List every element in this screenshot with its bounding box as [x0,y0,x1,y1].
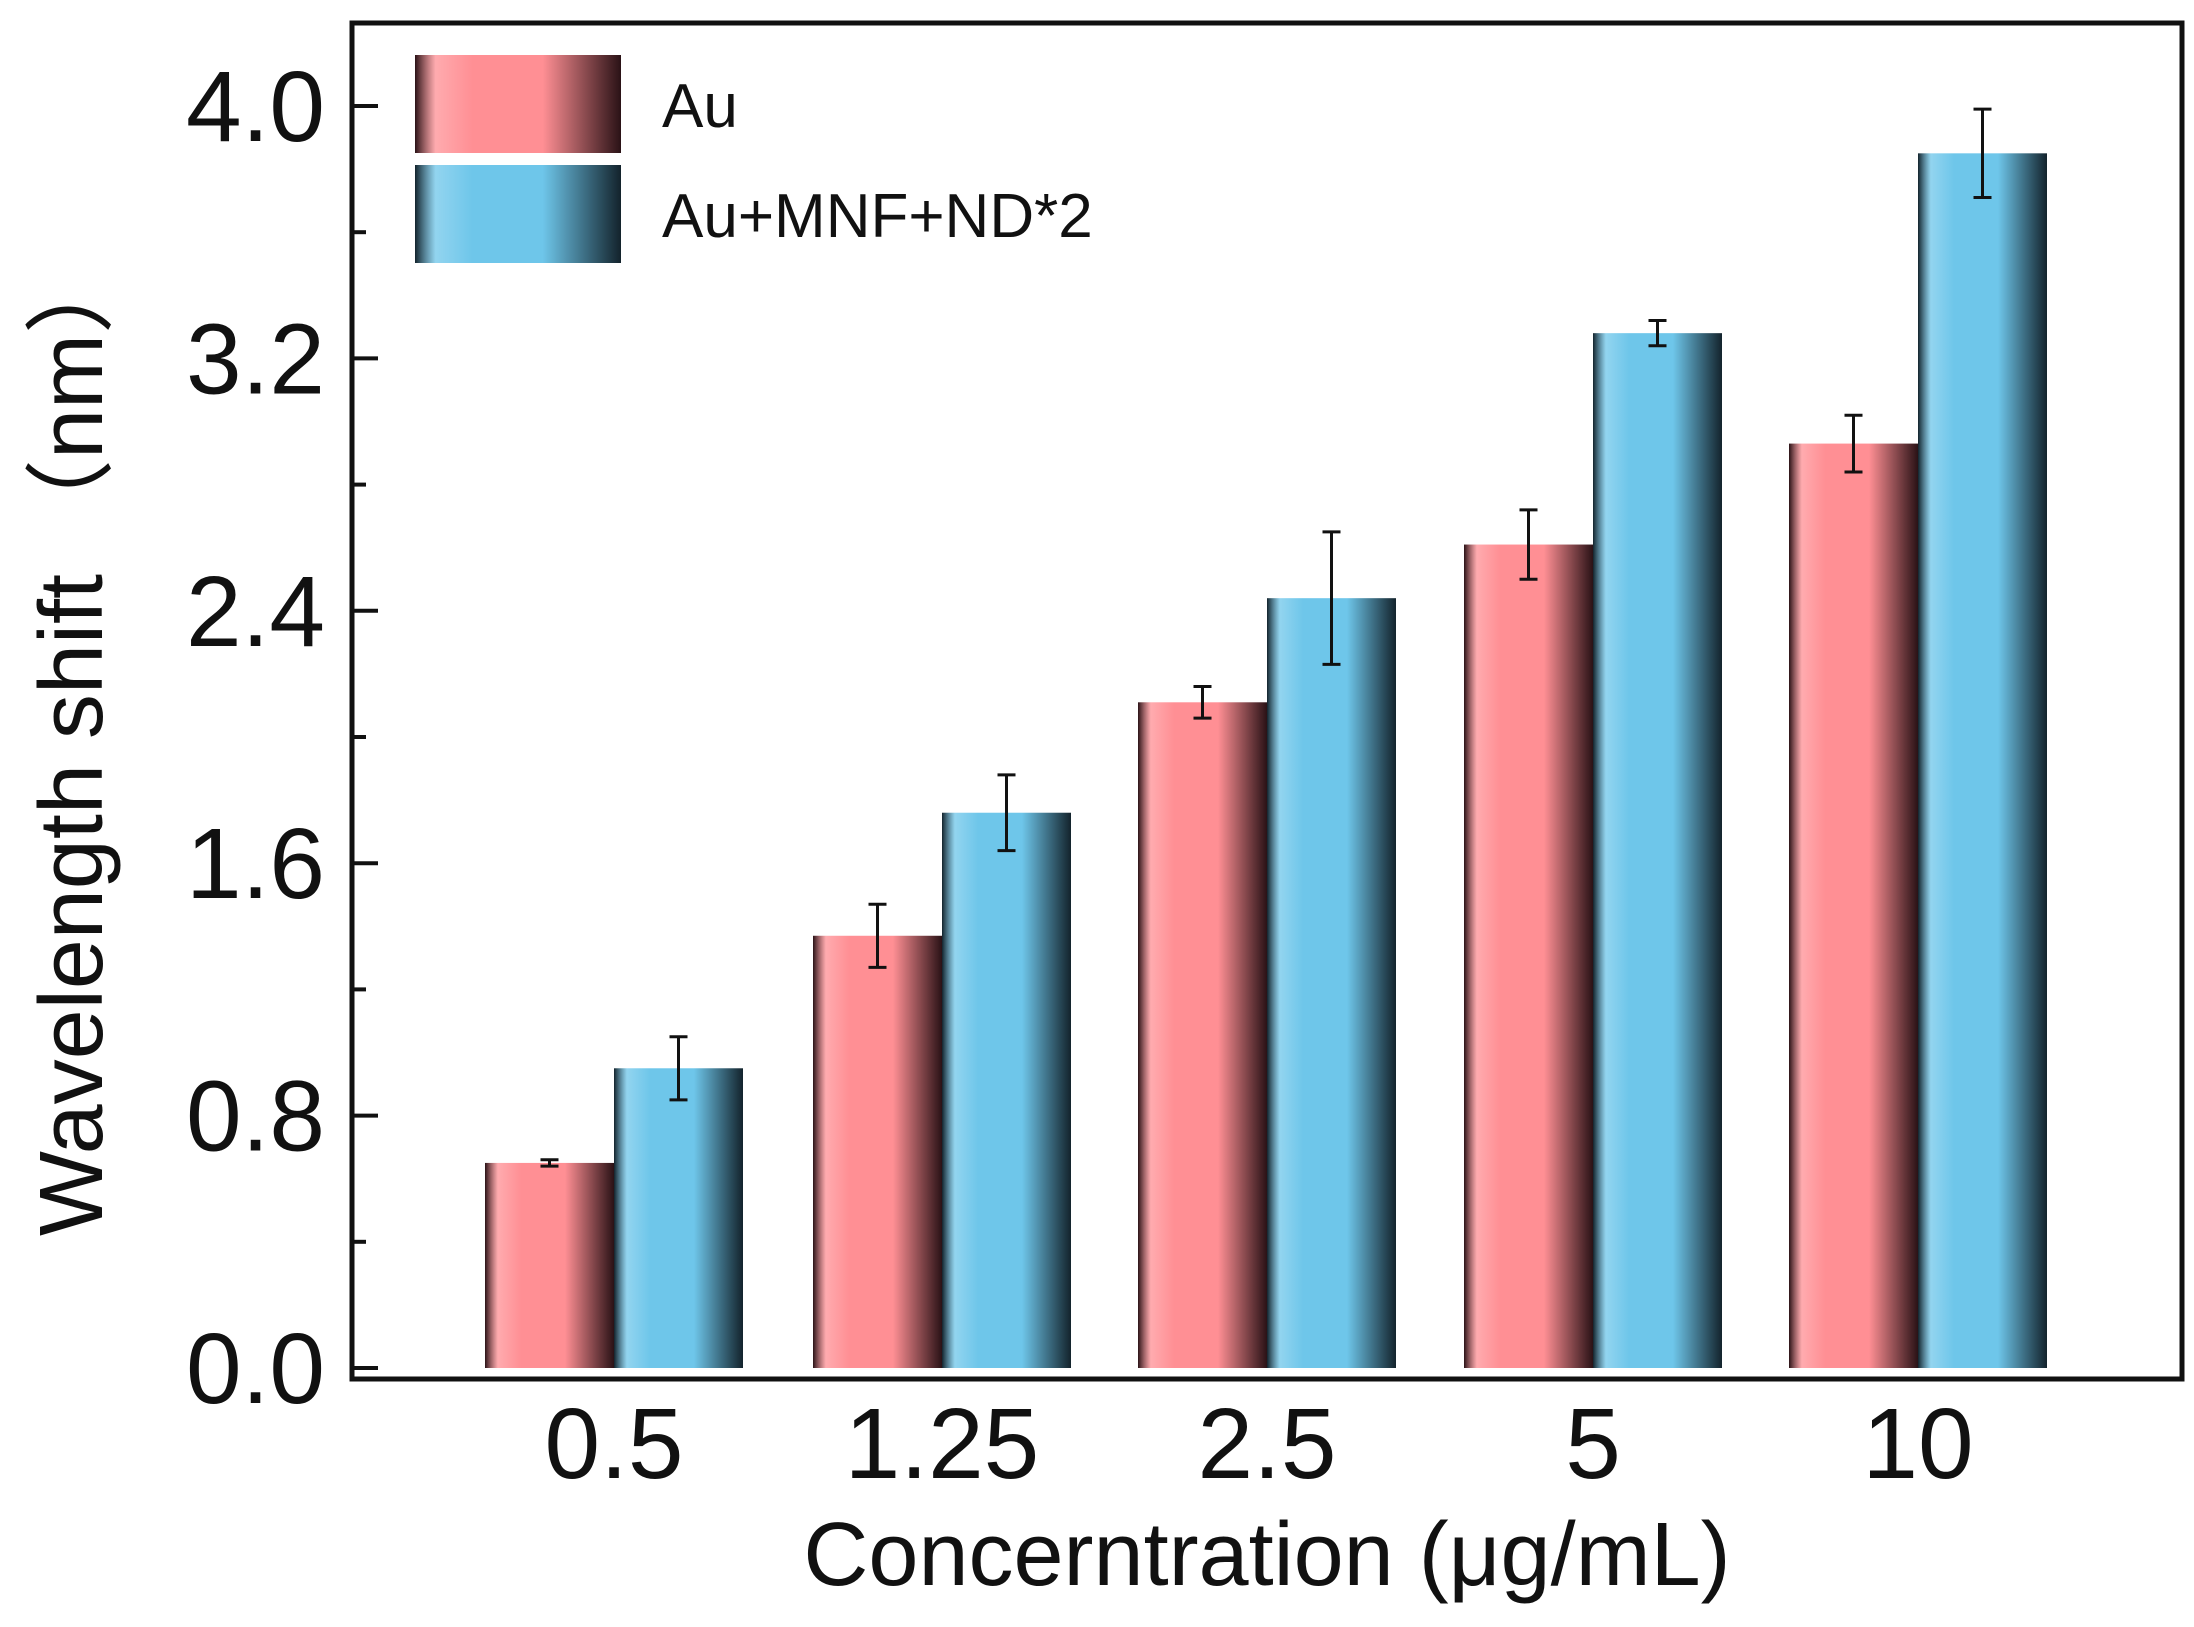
bar-au-10 [1789,443,1918,1369]
bar-au-1.25 [813,935,942,1368]
x-tick-label: 10 [1862,1388,1973,1500]
error-bar-au-mnf-nd2-0.5 [669,1035,688,1102]
bar-au-0.5 [485,1162,614,1368]
y-tick-label: 3.2 [186,303,325,415]
x-tick-labels: 0.5 1.25 2.5 5 10 [544,1388,1973,1500]
error-bar-au-mnf-nd2-10 [1973,107,1992,199]
plot-frame [349,20,2185,1382]
error-bar-au-1.25 [868,902,887,969]
error-bar-au-5 [1519,508,1538,581]
y-tick-label: 0.0 [186,1313,325,1425]
error-bar-au-mnf-nd2-2.5 [1322,530,1341,666]
legend-swatch-au-mnf-nd2 [415,165,621,263]
bars [485,153,2047,1369]
error-bar-au-2.5 [1193,685,1212,720]
bar-au-mnf-nd2-10 [1918,153,2047,1369]
x-tick-label: 5 [1565,1388,1621,1500]
bar-au-mnf-nd2-2.5 [1267,598,1396,1368]
y-tick-label: 2.4 [186,556,325,668]
error-bar-au-mnf-nd2-1.25 [997,773,1016,853]
legend: Au Au+MNF+ND*2 [415,55,1093,263]
y-tick-label: 4.0 [186,51,325,163]
bar-au-2.5 [1138,702,1267,1368]
error-bar-au-0.5 [540,1158,559,1168]
error-bar-au-mnf-nd2-5 [1648,319,1667,348]
x-tick-label: 0.5 [544,1388,683,1500]
bar-au-5 [1464,544,1593,1368]
axis-ticks [352,104,378,1370]
y-tick-label: 1.6 [186,808,325,920]
x-tick-label: 2.5 [1197,1388,1336,1500]
bar-au-mnf-nd2-5 [1593,333,1722,1368]
legend-label-au: Au [662,72,738,141]
y-axis-title: Wavelength shift （nm） [22,244,122,1236]
y-tick-labels: 0.0 0.8 1.6 2.4 3.2 4.0 [186,51,325,1425]
legend-swatch-au [415,55,621,153]
x-axis-title: Concerntration (μg/mL) [803,1505,1730,1605]
y-tick-label: 0.8 [186,1061,325,1173]
error-bar-au-10 [1844,413,1863,474]
bar-au-mnf-nd2-0.5 [614,1068,743,1368]
error-bars [540,107,1992,1168]
x-tick-label: 1.25 [845,1388,1040,1500]
legend-label-au-mnf-nd2: Au+MNF+ND*2 [662,182,1093,251]
bar-au-mnf-nd2-1.25 [942,812,1071,1368]
